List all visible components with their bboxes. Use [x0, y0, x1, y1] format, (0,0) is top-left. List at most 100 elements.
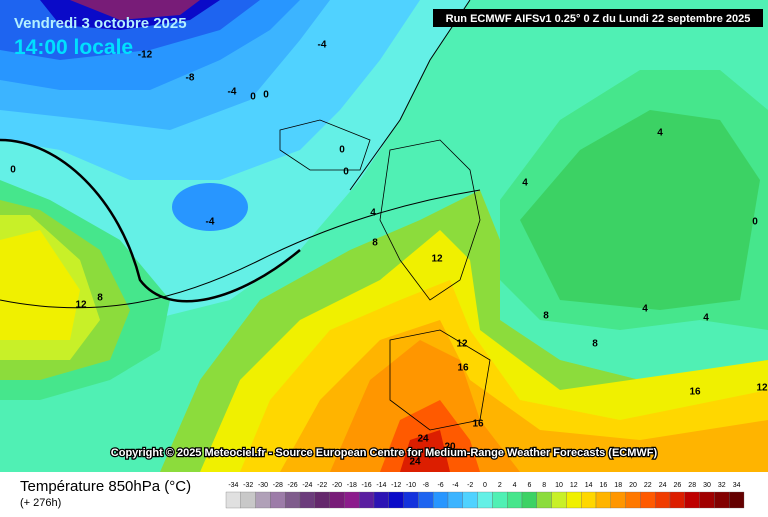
colorbar-label: -28 [273, 482, 283, 489]
run-info: Run ECMWF AIFSv1 0.25° 0 Z du Lundi 22 s… [446, 13, 751, 25]
contour-label: -4 [318, 40, 327, 51]
colorbar-swatch [729, 491, 745, 509]
colorbar-label: 16 [600, 482, 608, 489]
contour-label: 4 [657, 128, 663, 139]
colorbar-label: -16 [362, 482, 372, 489]
contour-label: 16 [457, 363, 469, 374]
contour-label: 0 [343, 167, 349, 178]
colorbar-swatch [359, 491, 375, 509]
colorbar-label: -34 [228, 482, 238, 489]
colorbar-label: -32 [243, 482, 253, 489]
colorbar-swatch [225, 491, 241, 509]
colorbar-swatch [640, 491, 656, 509]
colorbar-swatch [344, 491, 360, 509]
colorbar-label: 14 [585, 482, 593, 489]
colorbar-swatch [492, 491, 508, 509]
colorbar-label: 24 [659, 482, 667, 489]
contour-label: 0 [752, 217, 758, 228]
contour-label: 0 [263, 90, 269, 101]
colorbar-label: 28 [688, 482, 696, 489]
colorbar-label: -18 [347, 482, 357, 489]
contour-label: 8 [372, 238, 378, 249]
date: Vendredi 3 octobre 2025 [14, 15, 187, 32]
colorbar-swatch [655, 491, 671, 509]
contour-label: 0 [10, 165, 16, 176]
colorbar-swatch [255, 491, 271, 509]
contour-label: 16 [689, 387, 701, 398]
colorbar-label: 10 [555, 482, 563, 489]
run-box [433, 9, 763, 27]
contour-label: 0 [339, 145, 345, 156]
colorbar-swatch [581, 491, 597, 509]
contour-label: -4 [228, 87, 237, 98]
colorbar-swatch [314, 491, 330, 509]
colorbar-label: 6 [527, 482, 531, 489]
contour-label: 20 [444, 442, 456, 453]
colorbar-swatch [684, 491, 700, 509]
colorbar-label: 4 [513, 482, 517, 489]
colorbar-label: 26 [674, 482, 682, 489]
colorbar-label: -14 [376, 482, 386, 489]
colorbar-label: 32 [718, 482, 726, 489]
colorbar-swatch [507, 491, 523, 509]
time: 14:00 locale [14, 36, 133, 59]
colorbar-label: -6 [437, 482, 443, 489]
colorbar-swatch [536, 491, 552, 509]
colorbar-swatch [418, 491, 434, 509]
contour-label: 12 [431, 254, 443, 265]
contour-label: 4 [370, 208, 376, 219]
contour-label: 8 [543, 311, 549, 322]
colorbar-label: -24 [302, 482, 312, 489]
colorbar-swatch [388, 491, 404, 509]
colorbar-label: -2 [467, 482, 473, 489]
contour-label: 16 [472, 419, 484, 430]
colorbar-swatch [625, 491, 641, 509]
contour-label: 12 [75, 300, 87, 311]
contour-label: -12 [138, 50, 153, 61]
colorbar-swatch [566, 491, 582, 509]
colorbar-label: 12 [570, 482, 578, 489]
colorbar-label: 18 [614, 482, 622, 489]
colorbar-swatch [610, 491, 626, 509]
colorbar-swatch [714, 491, 730, 509]
colorbar-label: -12 [391, 482, 401, 489]
colorbar-swatch [433, 491, 449, 509]
colorbar-swatch [240, 491, 256, 509]
colorbar-label: -30 [258, 482, 268, 489]
colorbar: -34 -32 -30 -28 -26 -24 -22 -20 -18 -16 -14 -12 -10-… [225, 482, 745, 509]
colorbar-label: -10 [406, 482, 416, 489]
colorbar-swatch [285, 491, 301, 509]
contour-label: -8 [186, 73, 195, 84]
colorbar-swatch [373, 491, 389, 509]
colorbar-label: -20 [332, 482, 342, 489]
colorbar-swatch [477, 491, 493, 509]
lead-time: (+ 276h) [20, 497, 61, 509]
map-field [0, 0, 768, 472]
colorbar-label: 20 [629, 482, 637, 489]
contour-label: 12 [756, 383, 768, 394]
contour-label: 4 [703, 313, 709, 324]
colorbar-label: -4 [452, 482, 458, 489]
footer-title: Température 850hPa (°C) [20, 478, 191, 495]
colorbar-label: -26 [288, 482, 298, 489]
colorbar-swatch [270, 491, 286, 509]
colorbar-label: 34 [733, 482, 741, 489]
copyright: Copyright © 2025 Meteociel.fr - Source E… [111, 447, 658, 459]
contour-label: 0 [250, 92, 256, 103]
colorbar-swatch [403, 491, 419, 509]
colorbar-swatch [699, 491, 715, 509]
colorbar-label: -8 [423, 482, 429, 489]
contour-label: 4 [522, 178, 528, 189]
colorbar-swatch [462, 491, 478, 509]
colorbar-label: 0 [483, 482, 487, 489]
colorbar-swatch [447, 491, 463, 509]
colorbar-swatch [521, 491, 537, 509]
colorbar-label: 2 [498, 482, 502, 489]
colorbar-label: -22 [317, 482, 327, 489]
colorbar-swatch [595, 491, 611, 509]
colorbar-swatch [669, 491, 685, 509]
colorbar-swatch [551, 491, 567, 509]
colorbar-swatch [329, 491, 345, 509]
